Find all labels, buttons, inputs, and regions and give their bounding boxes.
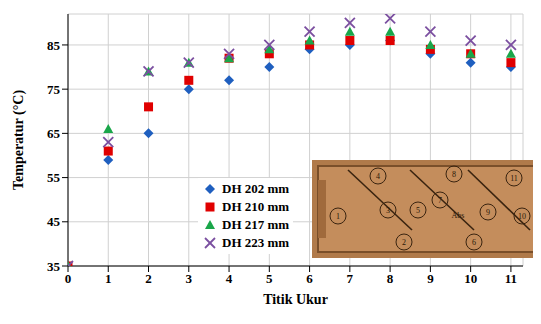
svg-text:8: 8 <box>452 170 456 179</box>
svg-text:10: 10 <box>464 271 477 286</box>
svg-text:7: 7 <box>347 271 354 286</box>
svg-text:2: 2 <box>145 271 152 286</box>
svg-text:5: 5 <box>416 206 420 215</box>
svg-text:45: 45 <box>47 214 61 229</box>
svg-text:9: 9 <box>486 208 490 217</box>
svg-text:8: 8 <box>387 271 394 286</box>
svg-text:Titik Ukur: Titik Ukur <box>263 292 328 307</box>
svg-text:5: 5 <box>266 271 273 286</box>
html-text:DH 202 mm: DH 202 mm <box>222 181 290 196</box>
svg-text:2: 2 <box>402 238 406 247</box>
svg-text:9: 9 <box>427 271 434 286</box>
svg-text:0: 0 <box>65 271 72 286</box>
svg-text:55: 55 <box>47 170 61 185</box>
html-text:DH 217 mm: DH 217 mm <box>222 217 290 232</box>
svg-text:4: 4 <box>376 172 380 181</box>
svg-text:1: 1 <box>336 212 340 221</box>
svg-text:11: 11 <box>505 271 517 286</box>
svg-text:Temperatur (°C): Temperatur (°C) <box>11 90 27 190</box>
svg-text:4: 4 <box>226 271 233 286</box>
svg-text:75: 75 <box>47 82 61 97</box>
html-text:DH 210 mm: DH 210 mm <box>222 199 290 214</box>
svg-text:11: 11 <box>510 174 518 183</box>
svg-text:6: 6 <box>306 271 313 286</box>
svg-text:3: 3 <box>186 271 193 286</box>
svg-text:6: 6 <box>472 238 476 247</box>
html-text:DH 223 mm: DH 223 mm <box>222 235 290 250</box>
svg-text:1: 1 <box>105 271 112 286</box>
svg-text:Abs: Abs <box>452 211 465 220</box>
svg-text:10: 10 <box>518 212 526 221</box>
svg-text:3: 3 <box>386 206 390 215</box>
svg-text:65: 65 <box>47 126 61 141</box>
svg-text:7: 7 <box>438 196 442 205</box>
svg-text:35: 35 <box>47 259 61 274</box>
svg-text:85: 85 <box>47 38 61 53</box>
